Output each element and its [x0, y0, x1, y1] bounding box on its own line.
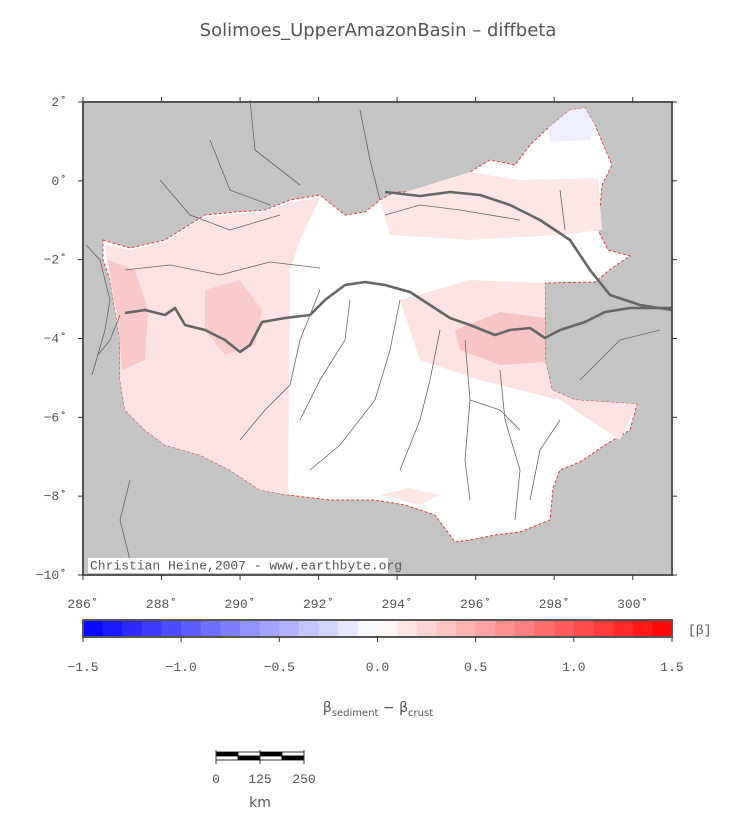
colorbar-cell [161, 620, 182, 637]
y-tick-label: −2˚ [44, 253, 67, 268]
label-symbol: β [323, 700, 332, 716]
colorbar-cell [122, 620, 143, 637]
x-tick-label: 286˚ [67, 597, 98, 612]
colorbar-cell [357, 620, 378, 637]
colorbar-tick-label: 0.5 [464, 660, 487, 675]
colorbar-cell [652, 620, 673, 637]
colorbar-cell [554, 620, 575, 637]
colorbar-cell [220, 620, 241, 637]
colorbar-tick-label: 1.5 [660, 660, 683, 675]
scale-bar-segment [281, 755, 305, 761]
colorbar-cell [613, 620, 634, 637]
colorbar-cell [632, 620, 653, 637]
scale-bar-segment [215, 755, 239, 761]
scale-bar-segment [237, 755, 261, 761]
amazon-river [124, 280, 672, 354]
colorbar-cell [279, 620, 300, 637]
credit-box [88, 558, 388, 573]
x-tick-label: 292˚ [303, 597, 334, 612]
x-tick-label: 294˚ [382, 597, 413, 612]
colorbar-cell [298, 620, 320, 637]
label-minus: − β [378, 700, 408, 716]
colorbar-cell [573, 620, 594, 637]
scale-bar-segment [237, 751, 261, 757]
colorbar-cell [259, 620, 280, 637]
x-tick-label: 300˚ [617, 597, 648, 612]
colorbar-tick-label: 1.0 [562, 660, 585, 675]
colorbar-tick-label: −0.5 [264, 660, 295, 675]
colorbar-cell [397, 620, 418, 637]
y-tick-label: −10˚ [36, 568, 67, 583]
y-tick-label: −8˚ [44, 489, 67, 504]
colorbar-cell [534, 620, 555, 637]
x-tick-label: 290˚ [224, 597, 255, 612]
colorbar-cell [377, 620, 398, 637]
scale-bar-label: 125 [248, 772, 271, 787]
colorbar-cell [456, 620, 477, 637]
scale-bar-label: 250 [292, 772, 315, 787]
colorbar-cell [83, 620, 104, 637]
title: Solimoes_UpperAmazonBasin – diffbeta [200, 20, 557, 41]
label-sub: sediment [332, 708, 379, 719]
colorbar-tick-label: 0.0 [366, 660, 389, 675]
colorbar-cell [141, 620, 163, 637]
scale-bar-unit: km [249, 795, 271, 811]
amazon-river-north [384, 190, 673, 312]
scale-bar-segment [259, 751, 283, 757]
colorbar-tick-label: −1.0 [166, 660, 197, 675]
colorbar-cell [181, 620, 202, 637]
colorbar-unit: [β] [688, 623, 711, 638]
y-tick-label: 0˚ [51, 174, 67, 189]
colorbar-label: βsediment − βcrust [323, 700, 433, 719]
y-tick-label: −6˚ [44, 410, 67, 425]
x-tick-label: 288˚ [146, 597, 177, 612]
x-tick-label: 296˚ [460, 597, 491, 612]
label-sub: crust [408, 708, 433, 719]
credit: Christian Heine,2007 - www.earthbyte.org [90, 558, 402, 573]
y-tick-label: −4˚ [44, 332, 67, 347]
y-tick-label: 2˚ [51, 95, 67, 110]
colorbar-cell [240, 620, 261, 637]
colorbar-cell [338, 620, 359, 637]
colorbar-cell [436, 620, 457, 637]
scale-bar-label: 0 [212, 772, 220, 787]
colorbar-cell [318, 620, 339, 637]
colorbar-cell [102, 620, 123, 637]
scale-bar-segment [215, 751, 239, 757]
scale-bar-segment [281, 751, 305, 757]
colorbar-cell [495, 620, 516, 637]
colorbar-cell [200, 620, 221, 637]
colorbar-cell [514, 620, 536, 637]
rivers [85, 99, 661, 561]
x-tick-label: 298˚ [539, 597, 570, 612]
colorbar-cell [475, 620, 496, 637]
colorbar-cell [416, 620, 437, 637]
colorbar-tick-label: −1.5 [67, 660, 98, 675]
colorbar-cell [593, 620, 614, 637]
scale-bar-segment [259, 755, 283, 761]
